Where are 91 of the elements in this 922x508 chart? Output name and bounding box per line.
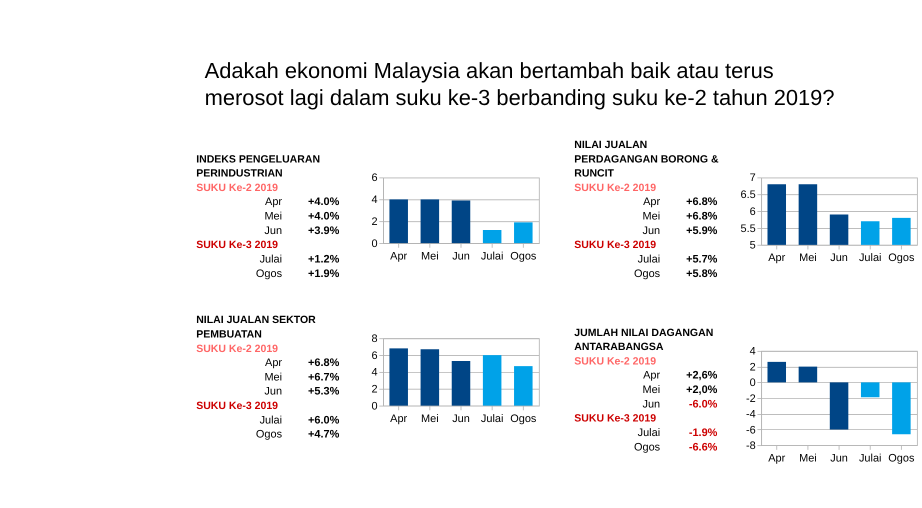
x-tick-label: Mei xyxy=(799,252,817,264)
category-label: Jun xyxy=(642,398,660,410)
category-label: Julai xyxy=(638,426,660,439)
y-tick-label: 2 xyxy=(372,384,378,396)
text: +1.2% xyxy=(308,254,340,266)
text: SUKU Ke-3 2019 xyxy=(196,400,278,412)
y-tick-label: 6 xyxy=(372,172,378,184)
x-tick-label: Apr xyxy=(768,452,786,465)
y-tick-label: 4 xyxy=(372,366,378,379)
x-tick-label: Jun xyxy=(452,413,470,426)
x-tick-label: Mei xyxy=(421,250,439,263)
text: +2,6% xyxy=(686,370,718,382)
category-label: Ogos xyxy=(634,441,660,454)
text: +6.8% xyxy=(686,196,718,208)
x-tick-label: Ogos xyxy=(888,452,915,465)
text: SUKU Ke-2 2019 xyxy=(574,182,656,194)
text: +5.3% xyxy=(308,386,340,398)
text: INDEKS PENGELUARAN PERINDUSTRIAN xyxy=(196,153,320,180)
text: +6.0% xyxy=(308,414,340,426)
category-label: Apr xyxy=(265,196,282,208)
category-label: Apr xyxy=(265,357,282,370)
y-tick-label: 4 xyxy=(750,346,756,358)
x-tick-label: Apr xyxy=(390,250,408,263)
category-label: Jun xyxy=(642,224,660,237)
text: +5.9% xyxy=(686,224,718,237)
text: +4.0% xyxy=(308,196,340,208)
y-tick-label: 6 xyxy=(750,206,756,218)
text: SUKU Ke-2 2019 xyxy=(574,355,656,368)
y-tick-label: -2 xyxy=(746,392,756,405)
y-tick-label: 8 xyxy=(372,333,378,346)
x-tick-label: Jun xyxy=(830,452,848,465)
x-tick-label: Jun xyxy=(452,250,470,263)
y-tick-label: 5.5 xyxy=(740,222,756,235)
y-tick-label: 2 xyxy=(372,216,378,228)
text: SUKU Ke-2 2019 xyxy=(196,342,278,355)
category-label: Jun xyxy=(264,224,282,237)
category-label: Ogos xyxy=(634,268,660,280)
x-tick-label: Apr xyxy=(390,413,408,426)
y-tick-label: 5 xyxy=(750,240,756,252)
text: +6.7% xyxy=(308,371,340,384)
y-tick-label: -6 xyxy=(746,424,756,436)
x-tick-label: Ogos xyxy=(510,250,537,263)
category-label: Mei xyxy=(264,371,282,384)
x-tick-label: Mei xyxy=(421,413,439,426)
y-tick-label: 7 xyxy=(750,172,756,184)
text: +5.7% xyxy=(686,254,718,266)
text: SUKU Ke-3 2019 xyxy=(574,239,656,252)
x-tick-label: Ogos xyxy=(510,413,537,426)
text: +6.8% xyxy=(686,210,718,223)
text: +5.8% xyxy=(686,268,718,280)
category-label: Apr xyxy=(643,196,660,208)
y-tick-label: 4 xyxy=(372,194,378,206)
x-tick-label: Julai xyxy=(480,413,504,426)
text: +3.9% xyxy=(308,224,340,237)
category-label: Mei xyxy=(642,210,660,223)
text: +4.0% xyxy=(308,210,340,223)
x-tick-label: Ogos xyxy=(888,252,915,264)
y-tick-label: 0 xyxy=(372,400,378,412)
y-tick-label: -8 xyxy=(746,440,756,452)
y-tick-label: 0 xyxy=(372,238,378,250)
text: +2,0% xyxy=(686,384,718,396)
category-label: Ogos xyxy=(256,428,282,441)
category-label: Ogos xyxy=(256,268,282,280)
text: -1.9% xyxy=(688,426,718,439)
y-tick-label: -4 xyxy=(746,408,756,421)
category-label: Mei xyxy=(264,210,282,223)
x-tick-label: Julai xyxy=(858,252,882,264)
text: Adakah ekonomi Malaysia akan bertambah baik atau terus merosot lagi dalam suku ke-3 berbanding suku ke-2 tahun 2019? xyxy=(204,58,835,110)
x-tick-label: Apr xyxy=(768,252,786,264)
text: SUKU Ke-2 2019 xyxy=(196,182,278,194)
x-tick-label: Mei xyxy=(799,452,817,465)
category-label: Apr xyxy=(643,370,660,382)
y-tick-label: 6 xyxy=(372,350,378,362)
text: SUKU Ke-3 2019 xyxy=(574,412,656,425)
y-tick-label: 0 xyxy=(750,377,756,390)
y-tick-label: 6.5 xyxy=(740,189,756,202)
text: +6.8% xyxy=(308,357,340,370)
x-tick-label: Julai xyxy=(858,452,882,465)
text: SUKU Ke-3 2019 xyxy=(196,239,278,252)
text: -6.0% xyxy=(688,398,718,410)
text: +1.9% xyxy=(308,268,340,280)
x-tick-label: Jun xyxy=(830,252,848,264)
text: -6.6% xyxy=(688,441,718,454)
text: JUMLAH NILAI DAGANGAN ANTARABANGSA xyxy=(574,326,714,354)
text: NILAI JUALAN PERDAGANGAN BORONG & RUNCIT xyxy=(574,138,719,180)
text: +4.7% xyxy=(308,428,340,441)
text: NILAI JUALAN SEKTOR PEMBUATAN xyxy=(196,314,316,340)
y-tick-label: 2 xyxy=(750,361,756,374)
x-tick-label: Julai xyxy=(480,250,504,263)
category-label: Jun xyxy=(264,386,282,398)
category-label: Mei xyxy=(642,384,660,396)
